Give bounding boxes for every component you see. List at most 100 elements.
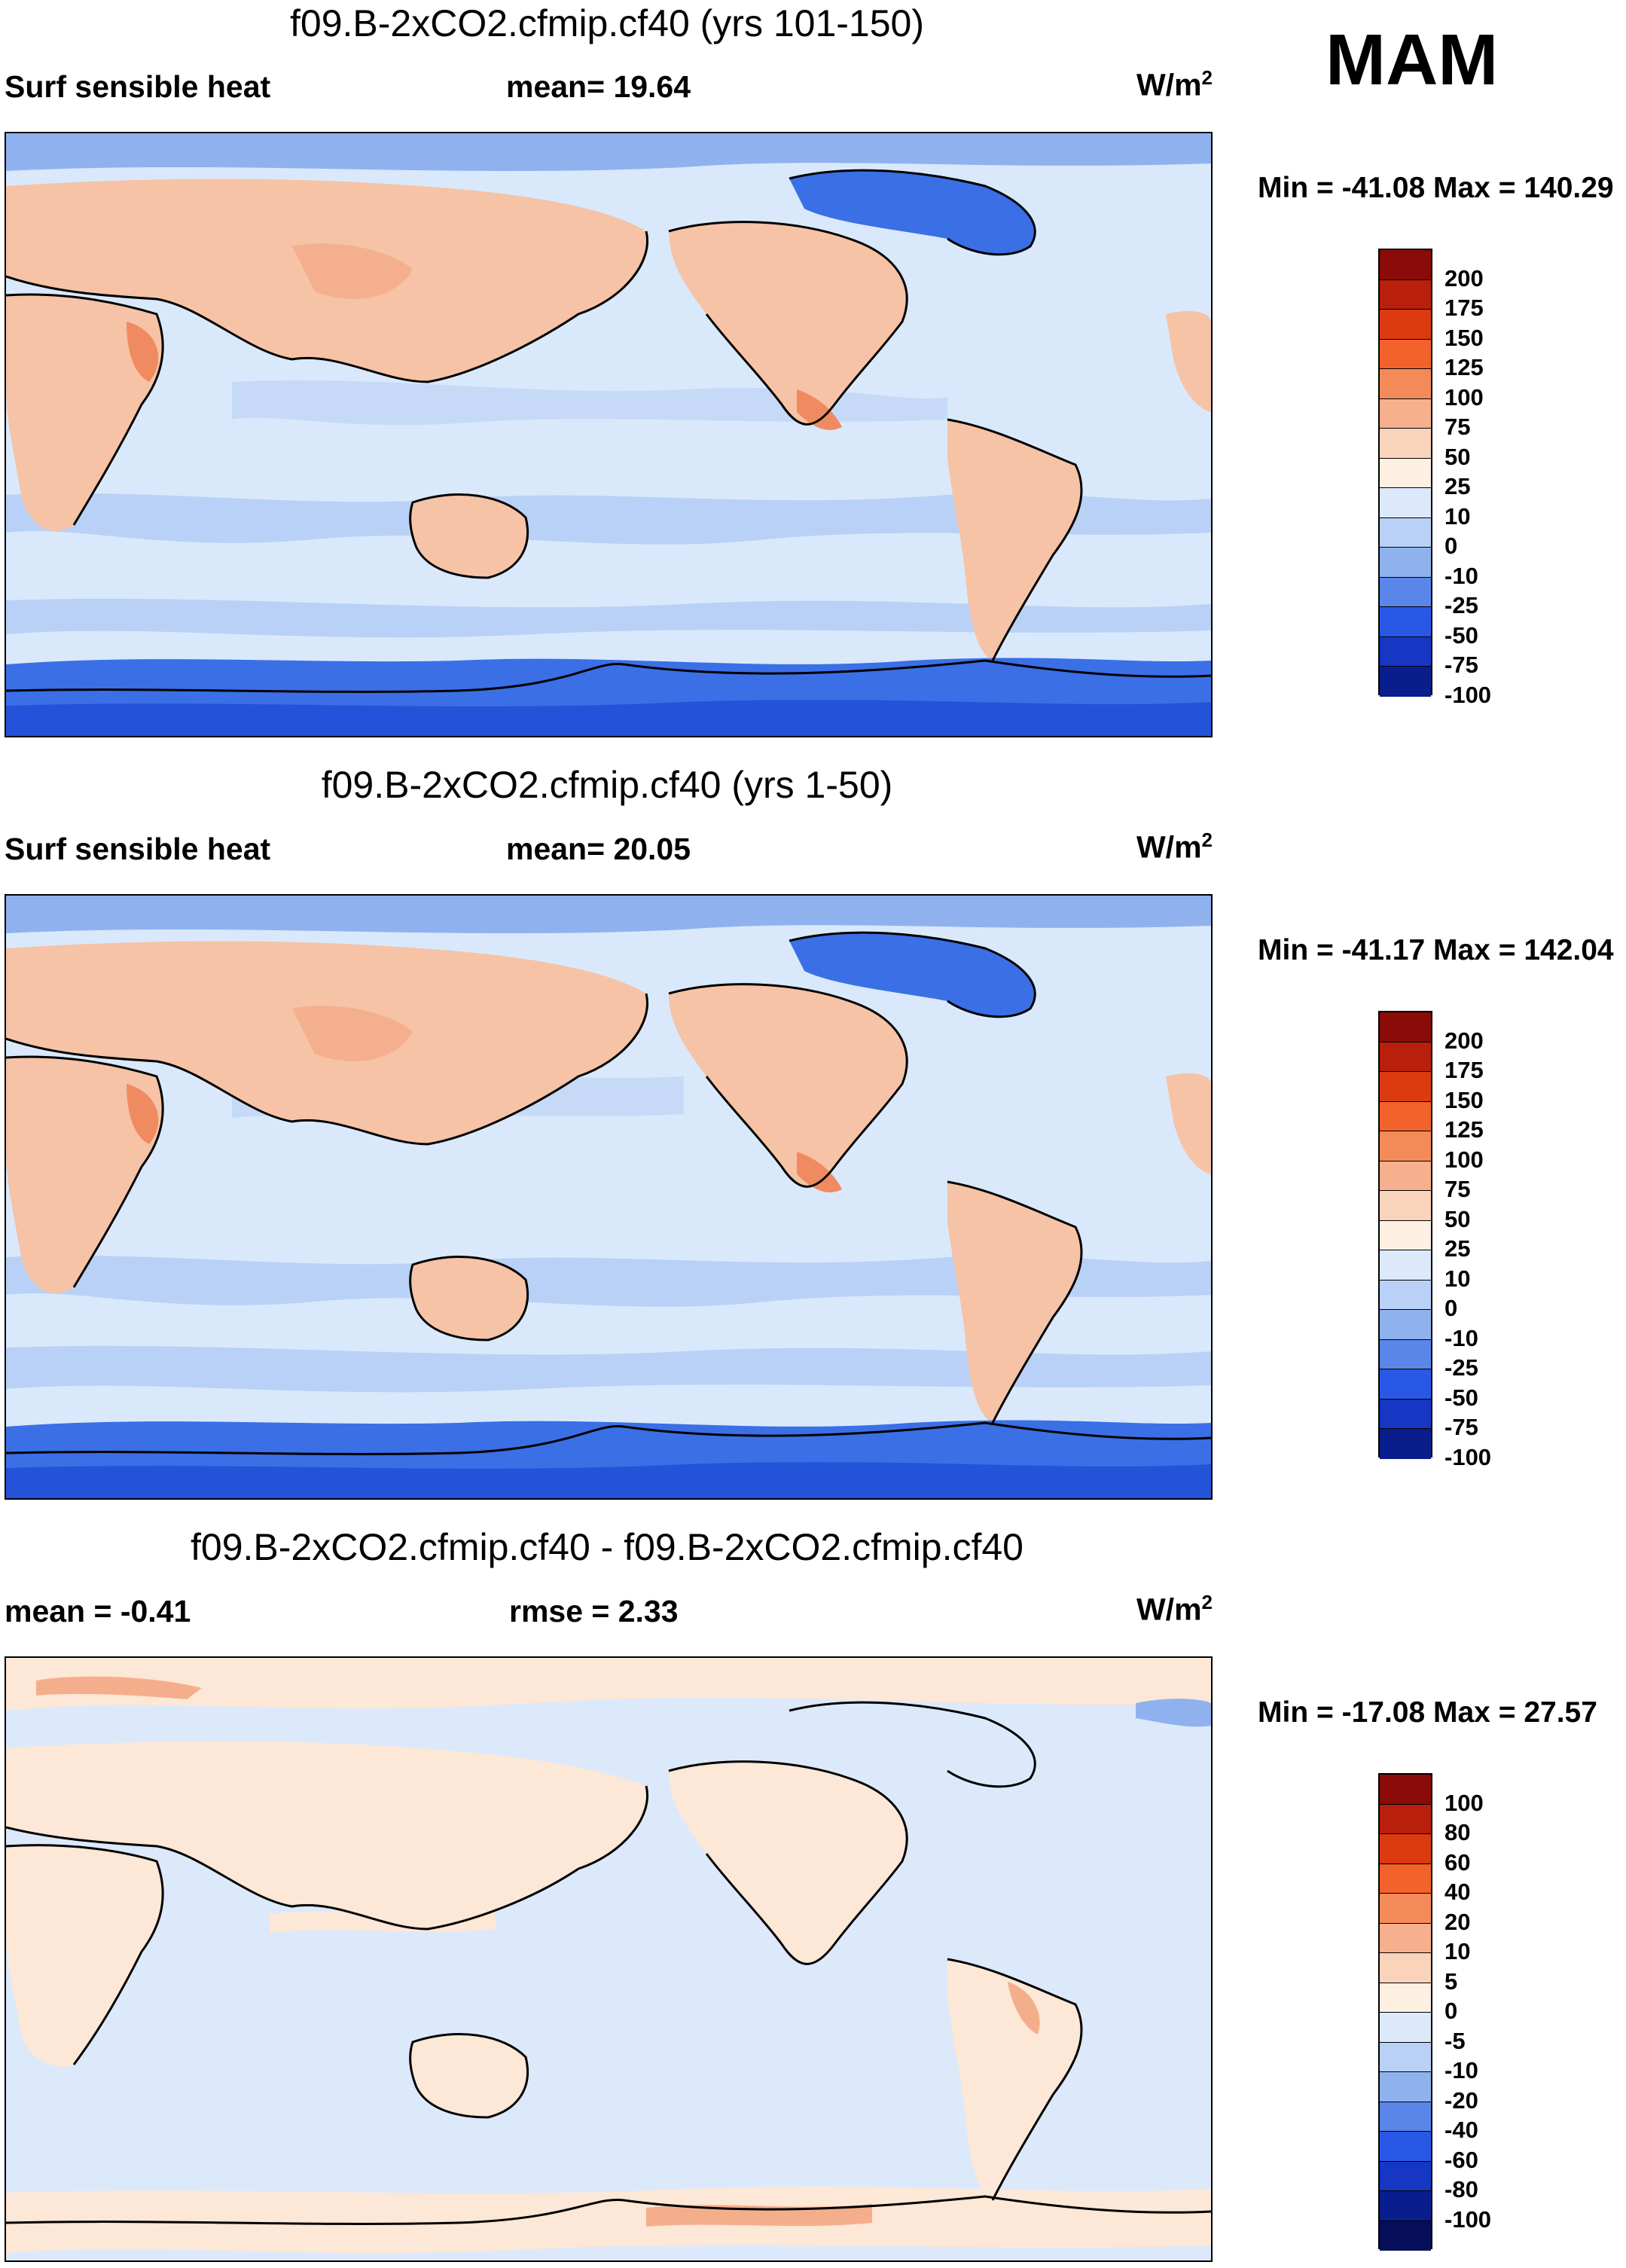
- colorbar-tick-label: 175: [1444, 295, 1484, 321]
- panel-3-rmse-label: rmse = 2.33: [509, 1594, 679, 1629]
- colorbar-tick-label: 60: [1444, 1848, 1471, 1876]
- panel-3-minmax: Min = -17.08 Max = 27.57: [1258, 1696, 1597, 1729]
- colorbar-tick-label: -100: [1444, 681, 1492, 708]
- colorbar-swatch: [1380, 458, 1431, 488]
- colorbar-swatch: [1380, 1804, 1431, 1834]
- panel-1-title: f09.B-2xCO2.cfmip.cf40 (yrs 101-150): [290, 2, 924, 44]
- colorbar-tick-label: -75: [1444, 1414, 1478, 1440]
- colorbar-tick-label: -25: [1444, 592, 1478, 618]
- panel-3-title: f09.B-2xCO2.cfmip.cf40 - f09.B-2xCO2.cfm…: [191, 1526, 1023, 1568]
- colorbar-tick-label: -10: [1444, 562, 1478, 589]
- colorbar-swatch: [1380, 2102, 1431, 2132]
- colorbar-swatch: [1380, 1339, 1431, 1369]
- colorbar-tick-label: 40: [1444, 1879, 1471, 1905]
- colorbar-swatch: [1380, 577, 1431, 607]
- colorbar-swatch: [1380, 2161, 1431, 2191]
- colorbar-swatch: [1380, 488, 1431, 518]
- colorbar-tick-label: -60: [1444, 2146, 1478, 2173]
- colorbar-swatch: [1380, 548, 1431, 578]
- colorbar-tick-label: 50: [1444, 443, 1471, 470]
- colorbar-tick-label: 200: [1444, 1027, 1484, 1054]
- colorbar-tick-label: -40: [1444, 2117, 1478, 2143]
- colorbar-swatch: [1380, 1280, 1431, 1310]
- colorbar-swatch: [1380, 1250, 1431, 1281]
- colorbar-tick-label: 25: [1444, 1235, 1471, 1262]
- colorbar-tick-label: 50: [1444, 1205, 1471, 1232]
- panel-1-colorbar: [1378, 249, 1432, 697]
- panel-3-colorbar: [1378, 1773, 1432, 2251]
- colorbar-swatch: [1380, 1429, 1431, 1459]
- colorbar-tick-label: 0: [1444, 1295, 1458, 1321]
- colorbar-tick-label: -100: [1444, 1443, 1492, 1470]
- colorbar-tick-label: 125: [1444, 1116, 1484, 1143]
- colorbar-tick-label: 175: [1444, 1057, 1484, 1083]
- colorbar-tick-label: 80: [1444, 1819, 1471, 1845]
- colorbar-swatch: [1380, 2132, 1431, 2162]
- panel-2-minmax: Min = -41.17 Max = 142.04: [1258, 934, 1614, 966]
- colorbar-swatch: [1380, 636, 1431, 667]
- panel-3-mean-label: mean = -0.41: [5, 1594, 191, 1629]
- colorbar-tick-label: 0: [1444, 1998, 1458, 2024]
- colorbar-tick-label: 25: [1444, 473, 1471, 499]
- colorbar-tick-label: 10: [1444, 1938, 1471, 1964]
- colorbar-swatch: [1380, 1191, 1431, 1221]
- colorbar-swatch: [1380, 2072, 1431, 2102]
- colorbar-swatch: [1380, 1012, 1431, 1042]
- panel-2-map-graphic: [6, 896, 1211, 1498]
- colorbar-tick-label: -100: [1444, 2205, 1492, 2233]
- colorbar-swatch: [1380, 1310, 1431, 1340]
- colorbar-tick-label: 75: [1444, 1176, 1471, 1202]
- colorbar-tick-label: -50: [1444, 1384, 1478, 1411]
- colorbar-tick-label: -10: [1444, 1324, 1478, 1351]
- colorbar-swatch: [1380, 1983, 1431, 2013]
- colorbar-tick-label: 200: [1444, 264, 1484, 292]
- panel-3-map: [5, 1656, 1213, 2262]
- panel-3-units: W/m2: [1136, 1591, 1213, 1627]
- colorbar-tick-label: 150: [1444, 324, 1484, 351]
- panel-3-map-graphic: [6, 1658, 1211, 2260]
- colorbar-tick-label: 150: [1444, 1086, 1484, 1113]
- colorbar-tick-label: 5: [1444, 1967, 1458, 1995]
- colorbar-tick-label: -80: [1444, 2176, 1478, 2202]
- panel-1-units: W/m2: [1136, 66, 1213, 102]
- colorbar-swatch: [1380, 1399, 1431, 1429]
- colorbar-swatch: [1380, 1220, 1431, 1250]
- colorbar-swatch: [1380, 279, 1431, 310]
- colorbar-swatch: [1380, 1923, 1431, 1953]
- colorbar-swatch: [1380, 310, 1431, 340]
- colorbar-swatch: [1380, 2191, 1431, 2221]
- colorbar-tick-label: 75: [1444, 414, 1471, 440]
- colorbar-swatch: [1380, 667, 1431, 697]
- colorbar-swatch: [1380, 1072, 1431, 1102]
- colorbar-tick-label: -50: [1444, 621, 1478, 649]
- panel-1-map-graphic: [6, 133, 1211, 736]
- colorbar-tick-label: -10: [1444, 2057, 1478, 2083]
- colorbar-swatch: [1380, 1369, 1431, 1400]
- colorbar-swatch: [1380, 607, 1431, 637]
- colorbar-swatch: [1380, 369, 1431, 399]
- colorbar-swatch: [1380, 1775, 1431, 1805]
- panel-1-map: [5, 132, 1213, 737]
- panel-2-title: f09.B-2xCO2.cfmip.cf40 (yrs 1-50): [321, 764, 893, 806]
- colorbar-tick-label: 10: [1444, 502, 1471, 530]
- colorbar-swatch: [1380, 1953, 1431, 1983]
- colorbar-swatch: [1380, 1161, 1431, 1191]
- colorbar-tick-label: 10: [1444, 1265, 1471, 1292]
- colorbar-swatch: [1380, 1131, 1431, 1161]
- panel-2-colorbar: [1378, 1011, 1432, 1459]
- colorbar-swatch: [1380, 398, 1431, 429]
- panel-2-map: [5, 894, 1213, 1500]
- colorbar-swatch: [1380, 1864, 1431, 1894]
- colorbar-swatch: [1380, 2042, 1431, 2072]
- colorbar-tick-label: 20: [1444, 1908, 1471, 1935]
- colorbar-swatch: [1380, 1834, 1431, 1864]
- colorbar-tick-label: -25: [1444, 1354, 1478, 1381]
- panel-2-units: W/m2: [1136, 829, 1213, 865]
- colorbar-tick-label: -75: [1444, 652, 1478, 678]
- colorbar-swatch: [1380, 1101, 1431, 1131]
- colorbar-swatch: [1380, 517, 1431, 548]
- colorbar-swatch: [1380, 2221, 1431, 2251]
- panel-2-variable-label: Surf sensible heat: [5, 832, 271, 866]
- panel-2-mean-label: mean= 20.05: [506, 832, 691, 866]
- season-label: MAM: [1326, 20, 1499, 100]
